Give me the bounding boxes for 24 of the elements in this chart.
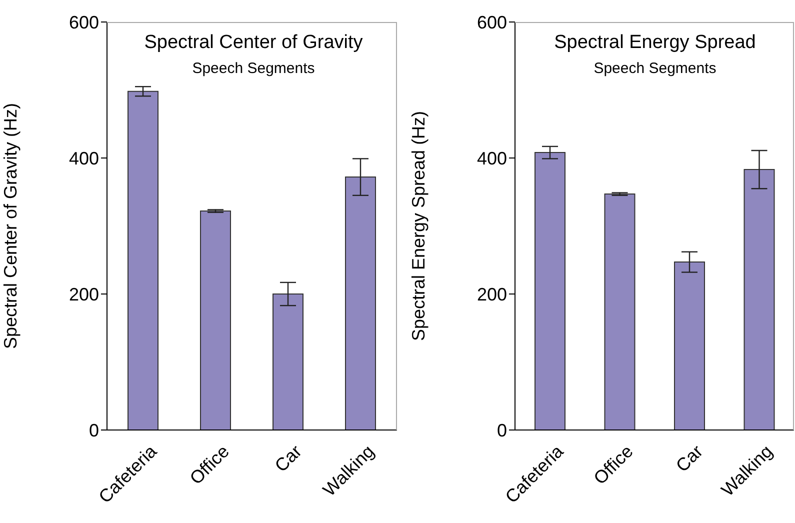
y-tick-label: 400 (476, 148, 507, 168)
text: Spectral Center of Gravity (143, 32, 364, 54)
bar (604, 194, 636, 430)
bar (345, 176, 376, 430)
bar (272, 294, 304, 430)
bar (128, 90, 158, 430)
y-axis-title: Spectral Energy Spread (Hz) (408, 110, 428, 342)
x-tick-label: Car (672, 441, 707, 476)
bar (200, 210, 231, 430)
bar (674, 262, 705, 430)
y-tick-label: 0 (88, 420, 99, 440)
text: Spectral Energy Spread (553, 32, 757, 54)
y-axis-title: Spectral Center of Gravity (Hz) (0, 102, 20, 350)
y-tick-label: 400 (68, 148, 99, 168)
y-tick-label: 600 (68, 12, 99, 32)
y-tick-label: 0 (496, 420, 507, 440)
text: Speech Segments (592, 60, 718, 77)
x-tick-label: Car (270, 441, 306, 476)
bar (534, 152, 566, 430)
y-tick-label: 200 (68, 284, 99, 304)
y-tick-label: 600 (476, 12, 507, 32)
bar (744, 169, 775, 430)
y-tick-label: 200 (476, 284, 507, 304)
text: Speech Segments (191, 60, 316, 77)
